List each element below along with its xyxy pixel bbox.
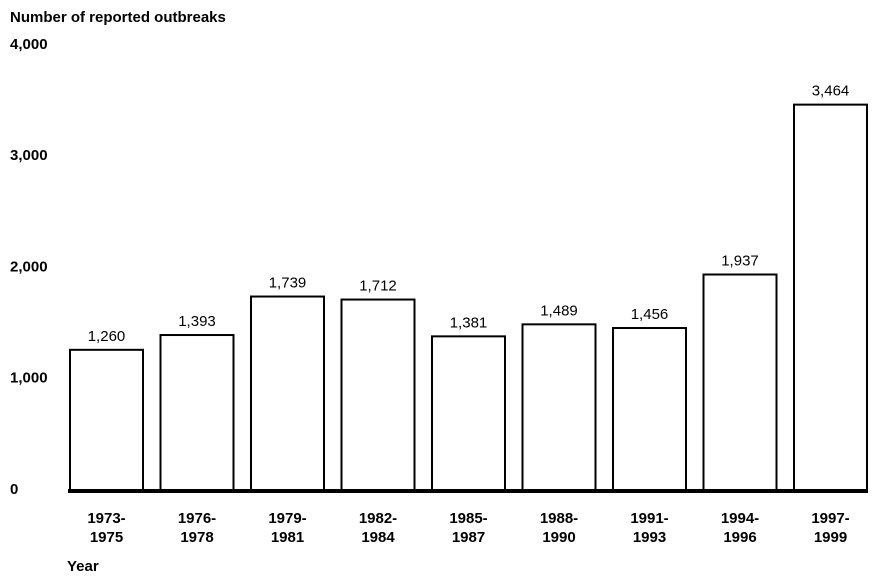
x-tick-label: 1982- 1984	[358, 510, 398, 546]
y-tick-label: 3,000	[10, 147, 48, 164]
y-tick-label: 1,000	[10, 370, 48, 387]
y-tick-label: 0	[10, 481, 18, 498]
x-tick-label: 1994- 1996	[720, 510, 760, 546]
y-tick-label: 2,000	[10, 258, 48, 275]
bar	[612, 327, 687, 491]
value-label: 1,489	[540, 302, 578, 319]
x-tick-label: 1979- 1981	[268, 510, 307, 546]
value-label: 1,260	[88, 328, 126, 345]
value-label: 1,937	[721, 252, 759, 269]
x-tick-label: 1976- 1978	[177, 510, 217, 546]
bar	[793, 103, 868, 491]
value-label: 3,464	[812, 83, 850, 100]
chart-title: Number of reported outbreaks	[10, 9, 226, 26]
bar	[69, 348, 144, 492]
x-tick-label: 1988- 1990	[539, 510, 579, 546]
value-label: 1,456	[631, 306, 669, 323]
bar	[159, 334, 235, 491]
value-label: 1,393	[178, 313, 216, 330]
value-label: 1,712	[359, 278, 397, 295]
y-tick-label: 4,000	[10, 36, 48, 53]
bar	[521, 323, 597, 491]
bar	[250, 295, 325, 491]
bar	[702, 273, 778, 492]
x-tick-label: 1973- 1975	[87, 510, 126, 546]
x-tick-label: 1985- 1987	[449, 510, 488, 546]
x-axis-label: Year	[67, 558, 99, 575]
value-label: 1,739	[269, 275, 307, 292]
bar	[431, 335, 506, 491]
x-tick-label: 1991- 1993	[630, 510, 669, 546]
bar	[340, 298, 416, 492]
x-tick-label: 1997- 1999	[811, 510, 850, 546]
value-label: 1,381	[450, 314, 488, 331]
